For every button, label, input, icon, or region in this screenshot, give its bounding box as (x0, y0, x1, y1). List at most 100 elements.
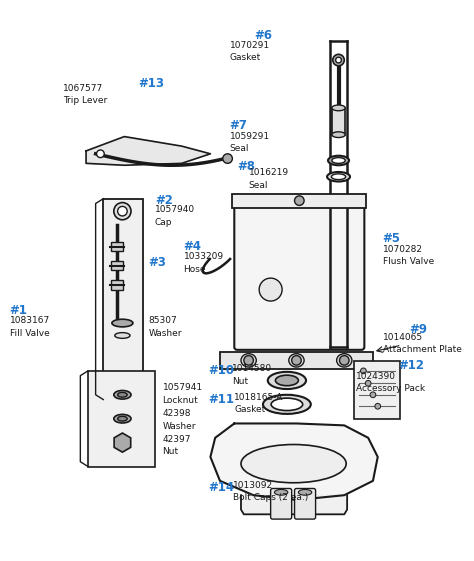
Ellipse shape (118, 392, 127, 397)
Bar (88, 371, 155, 467)
Ellipse shape (112, 319, 133, 327)
Polygon shape (241, 495, 347, 514)
Ellipse shape (114, 390, 131, 399)
Text: Seal: Seal (249, 181, 268, 190)
Ellipse shape (327, 172, 350, 182)
Ellipse shape (328, 156, 349, 165)
Ellipse shape (332, 105, 345, 111)
Text: #9: #9 (410, 323, 427, 336)
Text: Washer: Washer (148, 329, 182, 338)
Ellipse shape (271, 398, 303, 411)
Ellipse shape (268, 372, 306, 389)
FancyBboxPatch shape (234, 205, 365, 350)
Text: #14: #14 (209, 481, 235, 494)
Ellipse shape (331, 174, 346, 180)
FancyBboxPatch shape (294, 489, 316, 519)
Bar (111, 261, 123, 270)
Polygon shape (86, 136, 210, 165)
Circle shape (118, 206, 127, 216)
Text: #12: #12 (398, 360, 424, 373)
Ellipse shape (241, 444, 346, 483)
Text: 1067577: 1067577 (63, 84, 103, 93)
Circle shape (339, 356, 349, 365)
Text: #2: #2 (155, 194, 173, 207)
Ellipse shape (289, 353, 304, 367)
Text: 1057941: 1057941 (163, 383, 203, 392)
Text: 1059291: 1059291 (229, 132, 270, 141)
Text: Trip Lever: Trip Lever (63, 96, 108, 105)
Ellipse shape (241, 353, 256, 367)
Text: Flush Valve: Flush Valve (383, 257, 434, 266)
Text: #1: #1 (9, 304, 27, 317)
Ellipse shape (298, 489, 312, 495)
Bar (354, 361, 400, 419)
Text: #4: #4 (183, 240, 201, 253)
Text: #13: #13 (139, 77, 164, 90)
Text: 1016219: 1016219 (249, 168, 289, 177)
Text: 1033209: 1033209 (183, 252, 224, 261)
Circle shape (336, 57, 341, 63)
Circle shape (365, 380, 371, 386)
Bar (111, 280, 123, 289)
Circle shape (375, 403, 381, 409)
Circle shape (294, 196, 304, 205)
Text: 1014065: 1014065 (383, 333, 423, 342)
Text: #7: #7 (229, 119, 247, 132)
Text: 1070291: 1070291 (229, 41, 270, 50)
Bar (332, 108, 345, 135)
Circle shape (97, 150, 104, 158)
Ellipse shape (337, 353, 352, 367)
Text: 1018165-A: 1018165-A (234, 393, 283, 402)
Ellipse shape (115, 333, 130, 338)
Ellipse shape (274, 489, 288, 495)
Circle shape (370, 392, 376, 398)
Ellipse shape (332, 158, 345, 163)
Text: #3: #3 (148, 256, 166, 269)
Text: Accessory Pack: Accessory Pack (356, 384, 425, 393)
Bar (232, 194, 366, 208)
Polygon shape (210, 424, 378, 500)
Ellipse shape (275, 375, 298, 386)
Bar (220, 352, 373, 369)
Text: #5: #5 (383, 232, 401, 245)
Circle shape (292, 356, 301, 365)
Text: Nut: Nut (163, 447, 179, 457)
Text: 1083167: 1083167 (9, 316, 50, 325)
Text: #11: #11 (209, 393, 235, 406)
Text: Cap: Cap (155, 218, 173, 227)
FancyBboxPatch shape (271, 489, 292, 519)
Circle shape (244, 356, 254, 365)
Text: #10: #10 (209, 364, 235, 377)
Text: Seal: Seal (229, 144, 249, 153)
Text: 85307: 85307 (148, 316, 177, 325)
Text: 1014580: 1014580 (232, 364, 273, 373)
Circle shape (361, 368, 366, 374)
Ellipse shape (114, 415, 131, 423)
Text: 1057940: 1057940 (155, 205, 195, 214)
Text: Fill Valve: Fill Valve (9, 329, 49, 338)
Circle shape (259, 278, 282, 301)
Text: 1070282: 1070282 (383, 245, 422, 254)
Text: Nut: Nut (232, 376, 248, 385)
Text: Attachment Plate: Attachment Plate (383, 345, 461, 354)
Bar (103, 199, 144, 399)
Text: 1013092: 1013092 (233, 481, 273, 490)
Text: Gasket: Gasket (229, 53, 261, 62)
Text: Washer: Washer (163, 421, 196, 430)
Text: Hose: Hose (183, 265, 206, 274)
Circle shape (223, 154, 232, 163)
Text: #8: #8 (237, 160, 255, 173)
Ellipse shape (332, 132, 345, 137)
Text: #6: #6 (255, 30, 273, 43)
Text: Gasket: Gasket (234, 405, 265, 414)
Text: 42397: 42397 (163, 435, 191, 444)
Text: Bolt Caps (2 ea.): Bolt Caps (2 ea.) (233, 493, 309, 502)
Text: 1024390: 1024390 (356, 372, 396, 381)
Circle shape (333, 54, 344, 66)
Bar (111, 242, 123, 251)
Text: Locknut: Locknut (163, 396, 198, 404)
Text: 42398: 42398 (163, 409, 191, 418)
Circle shape (114, 203, 131, 220)
Ellipse shape (263, 395, 311, 414)
Ellipse shape (118, 416, 127, 421)
